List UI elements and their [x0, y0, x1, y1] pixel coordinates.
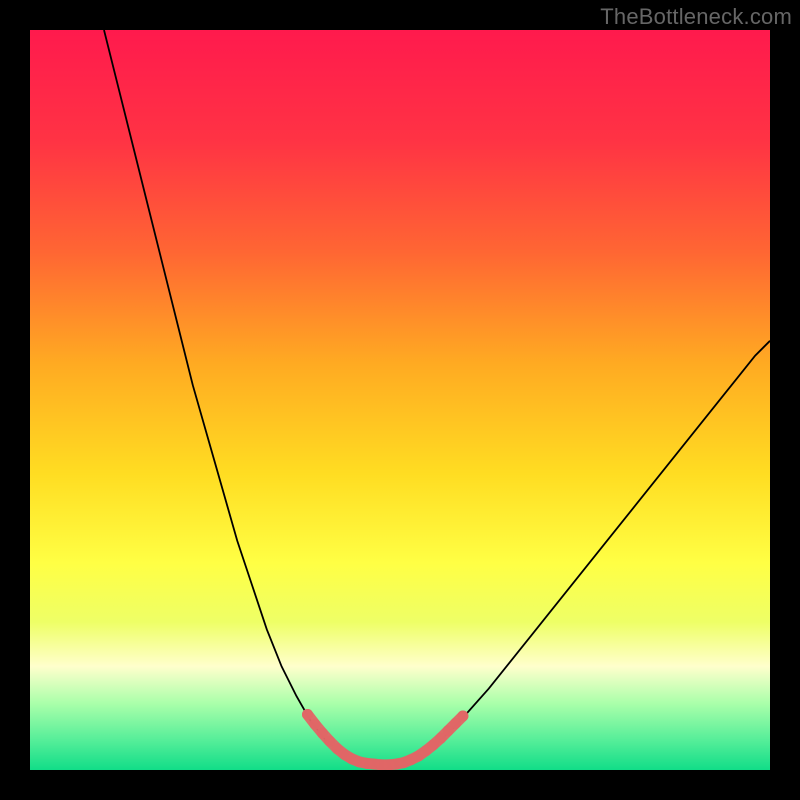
highlight-marker: [457, 710, 468, 721]
chart-svg: [30, 30, 770, 770]
watermark-text: TheBottleneck.com: [600, 4, 792, 30]
highlight-marker: [309, 719, 320, 730]
highlight-marker: [302, 709, 313, 720]
highlight-marker: [317, 728, 328, 739]
chart-plot-area: [30, 30, 770, 770]
chart-background: [30, 30, 770, 770]
